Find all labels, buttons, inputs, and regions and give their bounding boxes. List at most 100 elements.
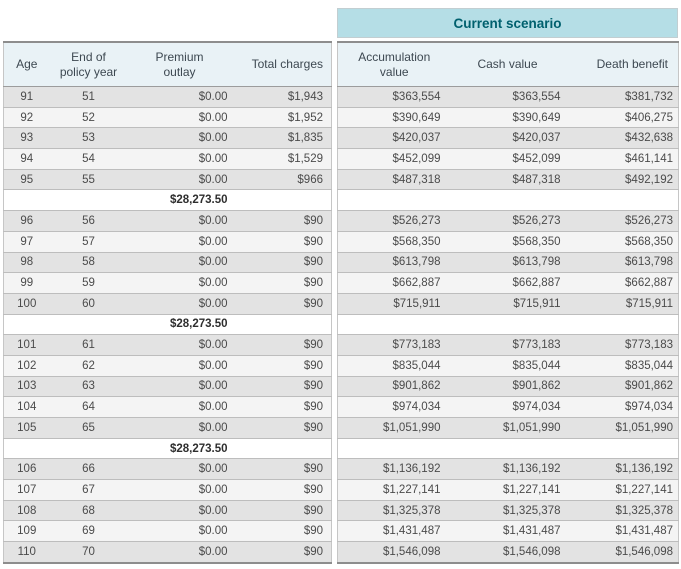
table-row: $452,099 $452,099 $461,141 bbox=[337, 148, 679, 170]
cell-charges: $90 bbox=[231, 458, 332, 481]
current-scenario-label: Current scenario bbox=[453, 15, 562, 31]
subtotal-spacer-row bbox=[337, 189, 679, 212]
cell-acc: $526,273 bbox=[337, 210, 451, 232]
cell-year: 57 bbox=[49, 231, 128, 253]
table-row: $662,887 $662,887 $662,887 bbox=[337, 272, 679, 294]
table-row: 98 58 $0.00 $90 bbox=[3, 252, 332, 274]
cell-charges: $966 bbox=[231, 169, 332, 191]
cell-acc: $390,649 bbox=[337, 107, 451, 129]
cell-charges: $90 bbox=[231, 293, 332, 315]
cell-year: 61 bbox=[49, 334, 128, 356]
cell-death: $492,192 bbox=[564, 169, 679, 191]
cell-premium: $0.00 bbox=[127, 458, 232, 481]
cell-cash: $363,554 bbox=[450, 86, 565, 108]
cell-premium: $0.00 bbox=[127, 293, 232, 315]
cell-age: 95 bbox=[3, 169, 50, 191]
cell-age: 96 bbox=[3, 210, 50, 232]
policy-values-left-table: Age End of policy year Premium outlay To… bbox=[3, 41, 332, 564]
cell-charges: $90 bbox=[231, 396, 332, 418]
table-row: 108 68 $0.00 $90 bbox=[3, 500, 332, 522]
cell-empty bbox=[564, 438, 679, 460]
table-row: 100 60 $0.00 $90 bbox=[3, 293, 332, 315]
cell-cash: $1,051,990 bbox=[450, 417, 565, 439]
table-row: 110 70 $0.00 $90 bbox=[3, 541, 332, 564]
cell-year: 58 bbox=[49, 252, 128, 274]
left-header-row: Age End of policy year Premium outlay To… bbox=[3, 41, 332, 87]
table-row: $526,273 $526,273 $526,273 bbox=[337, 210, 679, 232]
right-header-row: Accumulation value Cash value Death bene… bbox=[337, 41, 679, 87]
cell-acc: $715,911 bbox=[337, 293, 451, 315]
cell-empty bbox=[3, 314, 50, 336]
table-row: $568,350 $568,350 $568,350 bbox=[337, 231, 679, 253]
table-row: $835,044 $835,044 $835,044 bbox=[337, 355, 679, 377]
col-header-age: Age bbox=[3, 41, 50, 87]
cell-empty bbox=[231, 189, 332, 212]
cell-empty bbox=[450, 438, 565, 460]
cell-premium: $0.00 bbox=[127, 272, 232, 294]
cell-premium: $0.00 bbox=[127, 86, 232, 108]
cell-empty bbox=[564, 314, 679, 336]
col-header-cash-value: Cash value bbox=[450, 41, 565, 87]
cell-death: $568,350 bbox=[564, 231, 679, 253]
cell-year: 68 bbox=[49, 500, 128, 522]
col-header-total-charges: Total charges bbox=[231, 41, 332, 87]
table-row: 93 53 $0.00 $1,835 bbox=[3, 127, 332, 150]
cell-premium: $0.00 bbox=[127, 210, 232, 232]
col-header-death-benefit: Death benefit bbox=[564, 41, 679, 87]
cell-year: 52 bbox=[49, 107, 128, 129]
table-row: 104 64 $0.00 $90 bbox=[3, 396, 332, 418]
cell-cash: $568,350 bbox=[450, 231, 565, 253]
cell-death: $1,546,098 bbox=[564, 541, 679, 564]
col-header-premium-outlay: Premium outlay bbox=[127, 41, 232, 87]
cell-premium: $0.00 bbox=[127, 396, 232, 418]
cell-charges: $1,943 bbox=[231, 86, 332, 108]
table-row: 96 56 $0.00 $90 bbox=[3, 210, 332, 232]
cell-acc: $1,325,378 bbox=[337, 500, 451, 522]
cell-premium: $0.00 bbox=[127, 334, 232, 356]
cell-age: 108 bbox=[3, 500, 50, 522]
cell-premium: $0.00 bbox=[127, 107, 232, 129]
cell-premium: $0.00 bbox=[127, 355, 232, 377]
cell-premium: $0.00 bbox=[127, 169, 232, 191]
cell-empty bbox=[231, 314, 332, 336]
cell-age: 100 bbox=[3, 293, 50, 315]
cell-death: $974,034 bbox=[564, 396, 679, 418]
cell-age: 110 bbox=[3, 541, 50, 564]
cell-cash: $526,273 bbox=[450, 210, 565, 232]
premium-subtotal-row: $28,273.50 bbox=[3, 438, 332, 460]
table-row: 105 65 $0.00 $90 bbox=[3, 417, 332, 439]
cell-charges: $90 bbox=[231, 417, 332, 439]
cell-age: 94 bbox=[3, 148, 50, 170]
cell-cash: $1,431,487 bbox=[450, 520, 565, 543]
current-scenario-right-table: Accumulation value Cash value Death bene… bbox=[337, 41, 679, 564]
table-row: 91 51 $0.00 $1,943 bbox=[3, 86, 332, 108]
cell-empty bbox=[49, 189, 128, 212]
table-row: $420,037 $420,037 $432,638 bbox=[337, 127, 679, 150]
table-row: 99 59 $0.00 $90 bbox=[3, 272, 332, 294]
table-row: $974,034 $974,034 $974,034 bbox=[337, 396, 679, 418]
table-row: $901,862 $901,862 $901,862 bbox=[337, 376, 679, 398]
cell-year: 56 bbox=[49, 210, 128, 232]
cell-acc: $452,099 bbox=[337, 148, 451, 170]
cell-age: 109 bbox=[3, 520, 50, 543]
cell-premium: $0.00 bbox=[127, 500, 232, 522]
cell-acc: $662,887 bbox=[337, 272, 451, 294]
cell-age: 98 bbox=[3, 252, 50, 274]
cell-premium-subtotal: $28,273.50 bbox=[127, 189, 232, 212]
cell-death: $613,798 bbox=[564, 252, 679, 274]
cell-cash: $773,183 bbox=[450, 334, 565, 356]
col-header-accumulation-value: Accumulation value bbox=[337, 41, 451, 87]
cell-cash: $1,325,378 bbox=[450, 500, 565, 522]
cell-empty bbox=[337, 438, 451, 460]
cell-premium: $0.00 bbox=[127, 148, 232, 170]
cell-charges: $1,952 bbox=[231, 107, 332, 129]
cell-premium: $0.00 bbox=[127, 520, 232, 543]
cell-age: 93 bbox=[3, 127, 50, 150]
cell-year: 63 bbox=[49, 376, 128, 398]
table-row: $1,227,141 $1,227,141 $1,227,141 bbox=[337, 479, 679, 501]
cell-charges: $90 bbox=[231, 355, 332, 377]
right-table-body: $363,554 $363,554 $381,732 $390,649 $390,649… bbox=[337, 86, 679, 564]
cell-acc: $487,318 bbox=[337, 169, 451, 191]
cell-death: $1,136,192 bbox=[564, 458, 679, 481]
